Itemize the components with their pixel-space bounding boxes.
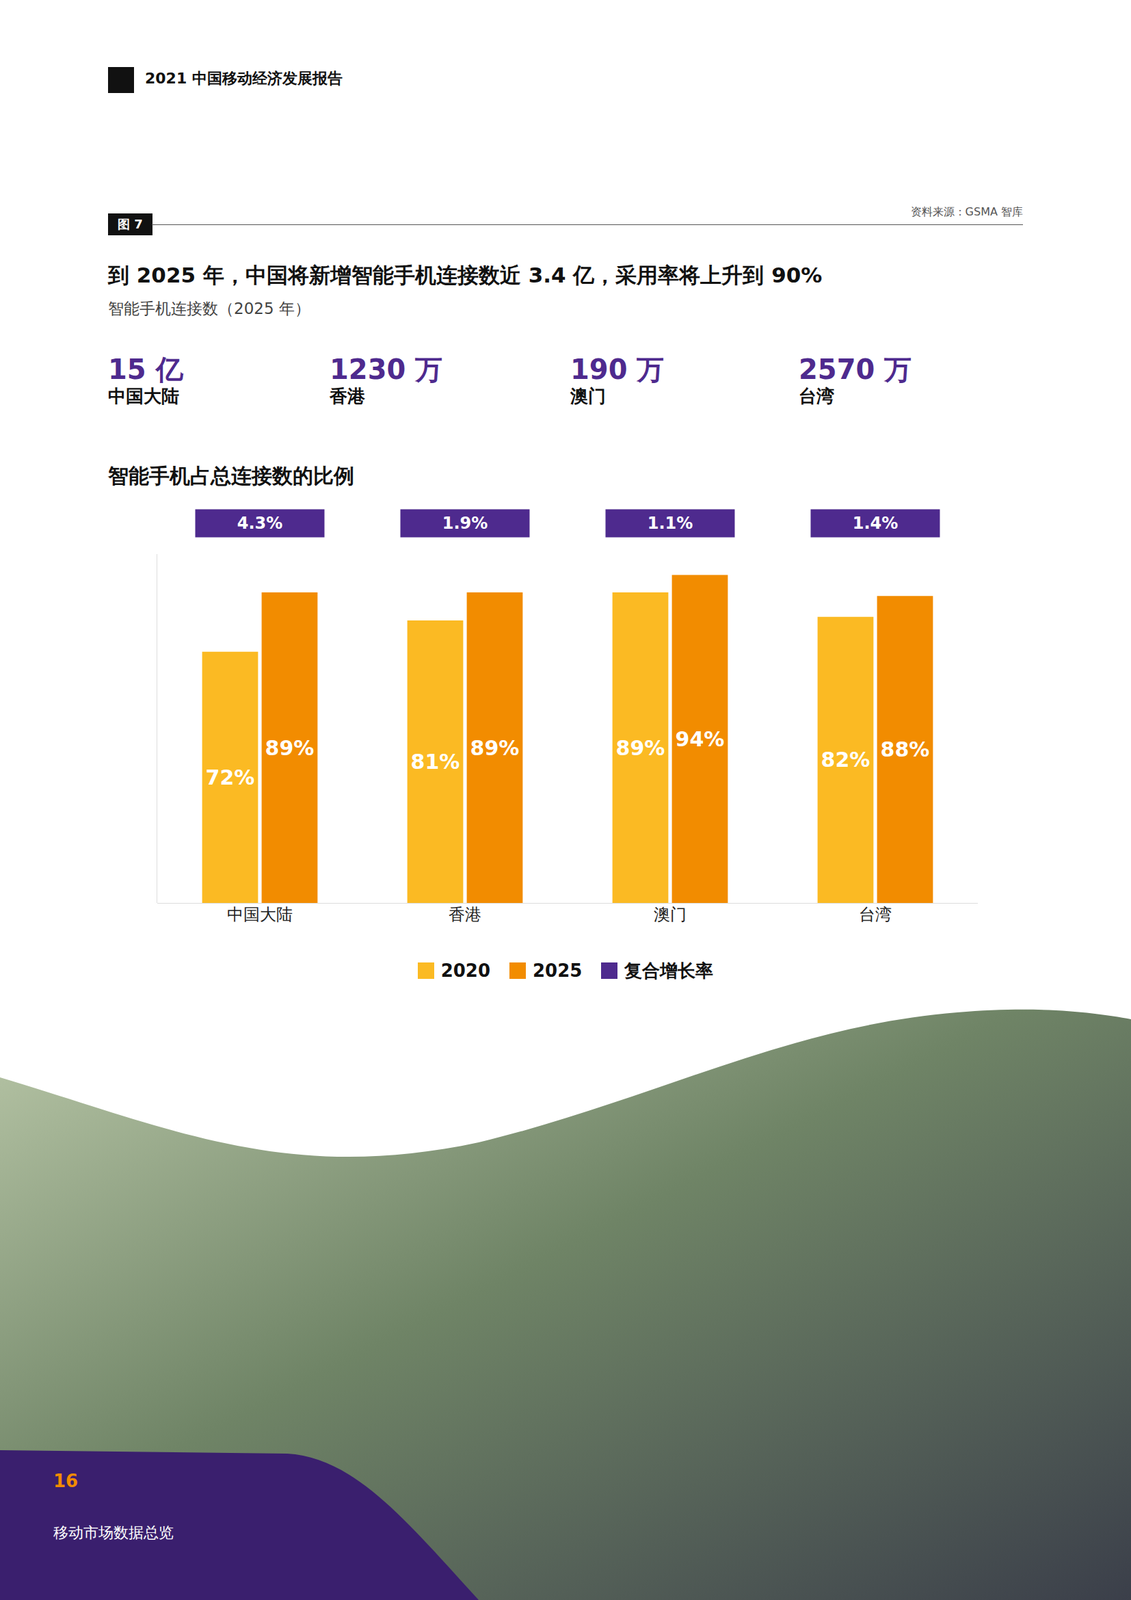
html-text:复合增长率: 复合增长率 — [624, 960, 714, 981]
html-text:2021 中国移动经济发展报告: 2021 中国移动经济发展报告 — [144, 69, 343, 87]
html-text:智能手机连接数（2025 年）: 智能手机连接数（2025 年） — [108, 299, 311, 318]
html-text:澳门: 澳门 — [570, 385, 606, 407]
html-text:2570 万: 2570 万 — [798, 353, 912, 385]
html-text:16: 16 — [53, 1470, 79, 1491]
svg-text:81%: 81% — [410, 749, 461, 774]
svg-text:澳门: 澳门 — [653, 904, 687, 924]
svg-text:89%: 89% — [616, 735, 666, 760]
svg-text:中国大陆: 中国大陆 — [227, 904, 293, 924]
svg-text:香港: 香港 — [448, 904, 482, 924]
svg-text:1.9%: 1.9% — [442, 513, 489, 533]
html-text:香港: 香港 — [329, 385, 366, 407]
html-text:15 亿: 15 亿 — [108, 353, 183, 385]
html-text:190 万: 190 万 — [570, 353, 665, 385]
html-text:2025: 2025 — [532, 960, 583, 981]
html-text:智能手机占总连接数的比例: 智能手机占总连接数的比例 — [108, 463, 355, 488]
html-text:到 2025 年，中国将新增智能手机连接数近 3.4 亿，采: 到 2025 年，中国将新增智能手机连接数近 3.4 亿，采用率将上升到 90% — [108, 262, 823, 288]
html-text:1230 万: 1230 万 — [329, 353, 443, 385]
html-text:移动市场数据总览: 移动市场数据总览 — [53, 1523, 174, 1541]
svg-text:72%: 72% — [205, 765, 256, 790]
svg-text:89%: 89% — [265, 735, 315, 760]
svg-text:台湾: 台湾 — [858, 904, 892, 924]
svg-text:1.4%: 1.4% — [852, 513, 899, 533]
svg-text:94%: 94% — [675, 726, 725, 751]
svg-text:89%: 89% — [470, 735, 520, 760]
svg-text:1.1%: 1.1% — [647, 513, 694, 533]
html-text:资料来源：GSMA 智库: 资料来源：GSMA 智库 — [910, 205, 1023, 219]
html-text:图 7: 图 7 — [117, 216, 143, 232]
html-text:台湾: 台湾 — [798, 385, 835, 407]
svg-text:4.3%: 4.3% — [237, 513, 284, 533]
svg-text:82%: 82% — [821, 747, 871, 772]
html-text:2020: 2020 — [440, 960, 491, 981]
html-text:中国大陆: 中国大陆 — [108, 385, 180, 407]
svg-text:88%: 88% — [880, 737, 930, 762]
